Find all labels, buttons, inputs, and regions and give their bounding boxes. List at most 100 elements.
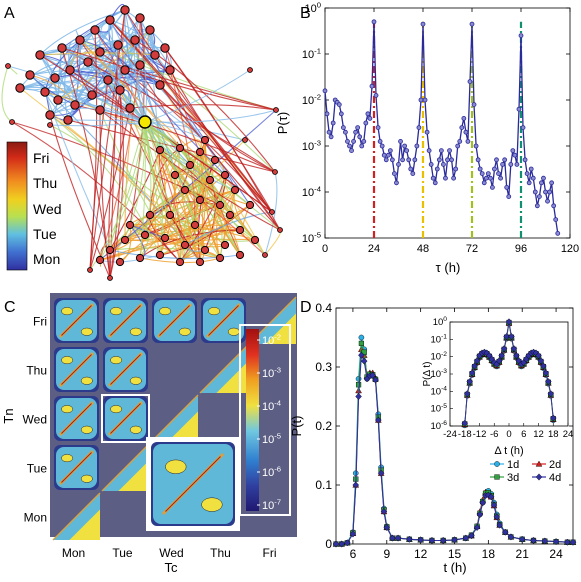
data-point xyxy=(378,139,382,143)
data-point xyxy=(492,167,496,171)
panel-d-inset-xlabel: Δ t (h) xyxy=(494,445,523,457)
data-point xyxy=(529,167,533,171)
data-point xyxy=(466,139,470,143)
data-point xyxy=(429,162,433,166)
data-point xyxy=(509,162,513,166)
network-node xyxy=(243,138,248,143)
data-point xyxy=(505,185,509,189)
heatmap-colorbar xyxy=(246,329,259,511)
x-tick-label: 72 xyxy=(466,243,478,255)
data-point xyxy=(350,149,354,153)
x-tick-label: 12 xyxy=(414,547,428,561)
network-node xyxy=(196,258,203,265)
data-point xyxy=(511,149,515,153)
heatmap-y-tick-label: Thu xyxy=(26,364,47,378)
data-point xyxy=(423,98,427,102)
data-point xyxy=(421,22,425,26)
network-node xyxy=(76,36,84,44)
data-point xyxy=(339,112,343,116)
network-node xyxy=(246,201,253,208)
inset-x-tick-label: -6 xyxy=(490,429,498,440)
network-node xyxy=(114,41,122,49)
x-tick-label: 96 xyxy=(515,243,527,255)
data-point xyxy=(478,167,482,171)
data-point xyxy=(341,126,345,130)
data-point xyxy=(384,158,388,162)
data-point xyxy=(486,172,490,176)
data-point xyxy=(390,158,394,162)
network-node xyxy=(58,44,66,52)
network-node xyxy=(41,88,49,96)
network-node xyxy=(206,176,213,183)
data-point xyxy=(415,144,419,148)
panel-b-xlabel: τ (h) xyxy=(436,260,461,275)
data-point xyxy=(329,135,333,139)
data-point xyxy=(386,153,390,157)
network-node xyxy=(216,254,223,261)
network-node xyxy=(106,246,113,253)
x-tick-label: 24 xyxy=(549,547,563,561)
data-point xyxy=(364,121,368,125)
y-tick-label: 10-3 xyxy=(302,139,321,153)
data-point xyxy=(533,190,537,194)
data-point xyxy=(525,172,529,176)
heatmap-blob xyxy=(165,460,186,474)
data-point xyxy=(556,231,560,235)
data-point xyxy=(476,158,480,162)
colorbar-label-mon: Mon xyxy=(33,251,60,267)
data-point xyxy=(480,172,484,176)
heatmap-blob xyxy=(159,307,170,315)
data-point xyxy=(548,190,552,194)
panel-d-xlabel: t (h) xyxy=(443,560,466,575)
network-node xyxy=(91,26,99,34)
heatmap-cell xyxy=(103,298,148,343)
heatmap-blob xyxy=(179,328,190,336)
data-point xyxy=(472,103,476,107)
inset-x-tick-label: -12 xyxy=(473,429,487,440)
data-point-3d xyxy=(356,382,361,387)
data-point xyxy=(356,126,360,130)
heatmap-cell xyxy=(103,347,148,392)
network-node xyxy=(126,221,133,228)
heatmap-blob xyxy=(110,307,121,315)
y-tick-label: 10-1 xyxy=(302,47,321,61)
data-point xyxy=(470,22,474,26)
heatmap-y-tick-label: Wed xyxy=(23,413,47,427)
network-node xyxy=(136,61,144,69)
network-node xyxy=(274,108,279,113)
x-tick-label: 0 xyxy=(322,243,328,255)
data-point xyxy=(513,153,517,157)
heatmap-x-tick-label: Fri xyxy=(263,546,277,560)
data-point xyxy=(345,139,349,143)
network-node xyxy=(278,228,283,233)
panel-b-series xyxy=(323,20,560,236)
heatmap-y-tick-label: Tue xyxy=(27,462,48,476)
data-point xyxy=(450,158,454,162)
heatmap-zoom-inset xyxy=(151,442,235,526)
y-tick-label: 10-2 xyxy=(302,93,321,107)
network-node xyxy=(146,26,154,34)
data-point xyxy=(376,126,380,130)
network-node xyxy=(48,123,53,128)
data-point xyxy=(409,167,413,171)
x-tick-label: 24 xyxy=(368,243,380,255)
legend-label: 4d xyxy=(549,472,561,484)
network-node xyxy=(36,51,44,59)
data-point xyxy=(490,185,494,189)
network-node xyxy=(201,136,208,143)
data-point xyxy=(380,144,384,148)
network-edge xyxy=(2,66,12,122)
network-node xyxy=(186,161,193,168)
panel-d-ylabel: P(t) xyxy=(289,416,304,437)
data-point xyxy=(515,162,519,166)
heatmap-cell xyxy=(54,347,99,392)
data-point xyxy=(546,199,550,203)
data-point xyxy=(499,176,503,180)
x-tick-label: 18 xyxy=(482,547,496,561)
network-node xyxy=(96,106,104,114)
data-point xyxy=(550,181,554,185)
